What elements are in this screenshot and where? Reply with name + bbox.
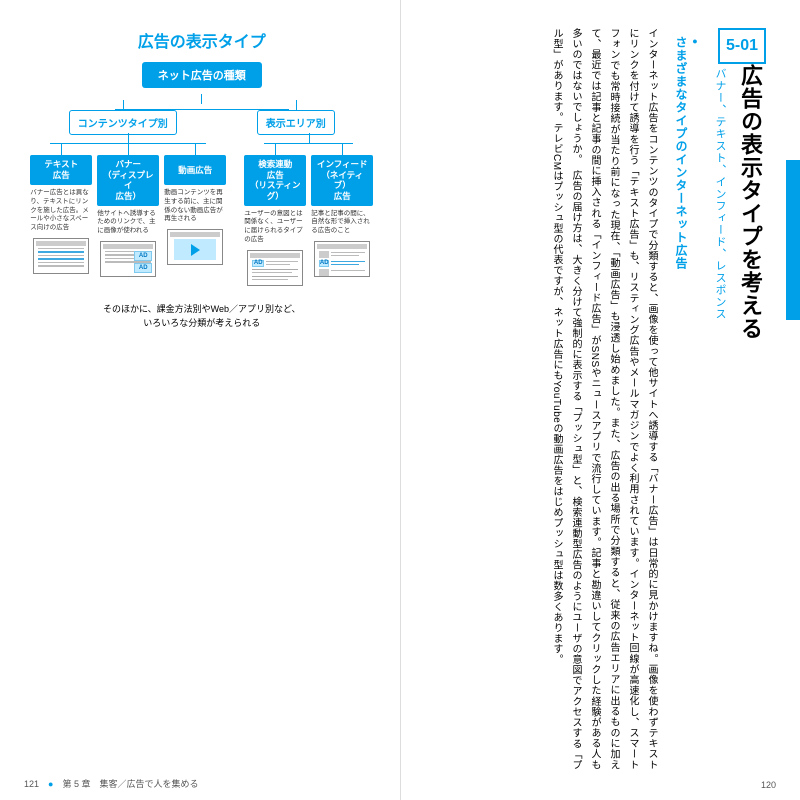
section-number: 5-01 bbox=[718, 28, 766, 64]
leaf-video-ad: 動画広告 動画コンテンツを再生する前に、主に関係のない動画広告が再生される bbox=[164, 155, 226, 286]
section-title: 広告の表示タイプを考える bbox=[734, 64, 766, 344]
thumb-banner-ad: AD AD bbox=[100, 241, 156, 277]
tree-mid-content-type: コンテンツタイプ別 bbox=[69, 110, 177, 135]
leaf-group-content: テキスト 広告 バナー広告とは異なり、テキストにリンクを施した広告。メールや小さ… bbox=[30, 155, 226, 286]
play-icon bbox=[191, 244, 200, 256]
thumb-text-ad bbox=[33, 238, 89, 274]
thumb-video-ad bbox=[167, 229, 223, 265]
thumb-infeed-ad: AD bbox=[314, 241, 370, 277]
chapter-side-tab bbox=[786, 0, 800, 800]
tree-leaf-row: テキスト 広告 バナー広告とは異なり、テキストにリンクを施した広告。メールや小さ… bbox=[22, 155, 382, 286]
thumb-search-ad: AD bbox=[247, 250, 303, 286]
tree-root: ネット広告の種類 bbox=[142, 62, 262, 88]
leaf-search-ad: 検索連動 広告 （リスティング） ユーザーの意図とは関係なく、ユーザーに届けられ… bbox=[244, 155, 306, 286]
tree-mid-row: コンテンツタイプ別 表示エリア別 bbox=[69, 110, 335, 135]
tree-connector bbox=[201, 94, 202, 104]
section-title-block: 広告の表示タイプを考える バナー、テキスト、インフィード、レスポンス bbox=[712, 64, 766, 344]
page-number-left: 121 ● 第 5 章 集客／広告で人を集める bbox=[24, 777, 199, 790]
paragraph-subhead: さまざまなタイプのインターネット広告 bbox=[673, 36, 700, 770]
section-subtitle: バナー、テキスト、インフィード、レスポンス bbox=[712, 64, 728, 344]
leaf-infeed-ad: インフィード （ネイティブ） 広告 記事と記事の間に、自然な形で挿入される広告の… bbox=[311, 155, 373, 286]
section-header-column: 5-01 広告の表示タイプを考える バナー、テキスト、インフィード、レスポンス bbox=[712, 28, 766, 770]
page-left: 広告の表示タイプ ネット広告の種類 コンテンツタイプ別 表示エリア別 テキスト … bbox=[0, 0, 401, 800]
diagram-title: 広告の表示タイプ bbox=[138, 28, 266, 52]
leaf-group-area: 検索連動 広告 （リスティング） ユーザーの意図とは関係なく、ユーザーに届けられ… bbox=[244, 155, 373, 286]
body-text: インターネット広告をコンテンツのタイプで分類すると、画像を使って他サイトへ誘導す… bbox=[547, 28, 661, 770]
ad-type-diagram: 広告の表示タイプ ネット広告の種類 コンテンツタイプ別 表示エリア別 テキスト … bbox=[26, 28, 378, 330]
diagram-footer: そのほかに、課金方法別やWeb／アプリ別など、 いろいろな分類が考えられる bbox=[103, 302, 301, 331]
page-right: 5-01 広告の表示タイプを考える バナー、テキスト、インフィード、レスポンス … bbox=[401, 0, 800, 800]
tree-mid-display-area: 表示エリア別 bbox=[257, 110, 335, 135]
book-spread: 広告の表示タイプ ネット広告の種類 コンテンツタイプ別 表示エリア別 テキスト … bbox=[0, 0, 800, 800]
right-page-content: 5-01 広告の表示タイプを考える バナー、テキスト、インフィード、レスポンス … bbox=[427, 28, 767, 770]
page-number-right: 120 bbox=[761, 780, 776, 790]
leaf-text-ad: テキスト 広告 バナー広告とは異なり、テキストにリンクを施した広告。メールや小さ… bbox=[30, 155, 92, 286]
leaf-banner-ad: バナー （ディスプレイ 広告） 他サイトへ誘導するためのリンクで、主に画像が使わ… bbox=[97, 155, 159, 286]
